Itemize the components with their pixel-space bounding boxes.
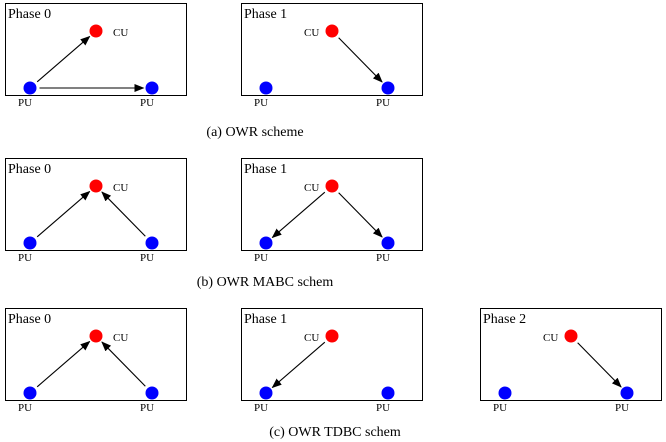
arrow-pu1-to-cu: [36, 340, 91, 388]
cu-node: [89, 24, 103, 38]
pu-node: [23, 81, 37, 95]
cu-node: [325, 24, 339, 38]
phase-panel: Phase 1 CU PU PU: [241, 158, 423, 264]
pu-node: [23, 236, 37, 250]
cu-label: CU: [113, 182, 128, 194]
arrow-cu-to-pu1: [271, 191, 326, 239]
arrow-pu1-to-cu: [36, 35, 91, 83]
cu-label: CU: [113, 27, 128, 39]
cu-node: [564, 329, 578, 343]
arrow-pu2-to-cu: [101, 341, 146, 387]
phase-title: Phase 1: [244, 312, 287, 327]
panel-frame: [5, 158, 187, 251]
pu-label: PU: [18, 402, 32, 414]
phase-panel: Phase 1 CU PU PU: [241, 3, 423, 109]
pu-label: PU: [18, 97, 32, 109]
pu-node: [145, 81, 159, 95]
panel-frame: [241, 158, 423, 251]
cu-label: CU: [543, 332, 558, 344]
cu-node: [89, 329, 103, 343]
arrow-pu2-to-cu: [101, 191, 146, 237]
cu-label: CU: [304, 182, 319, 194]
pu-node: [381, 386, 395, 400]
arrow-cu-to-pu2: [338, 192, 383, 238]
pu-label: PU: [615, 402, 629, 414]
pu-node: [620, 386, 634, 400]
phase-title: Phase 1: [244, 162, 287, 177]
cu-label: CU: [304, 27, 319, 39]
pu-label: PU: [254, 402, 268, 414]
pu-label: PU: [254, 252, 268, 264]
scheme-caption: (b) OWR MABC schem: [197, 275, 334, 290]
scheme-caption: (a) OWR scheme: [206, 125, 303, 140]
arrow-cu-to-pu2: [338, 37, 383, 83]
phase-panel: Phase 1 CU PU PU: [241, 308, 423, 414]
phase-panel: Phase 0 CU PU PU: [5, 308, 187, 414]
panel-frame: [480, 308, 662, 401]
arrow-pu1-to-cu: [36, 190, 91, 238]
pu-node: [381, 236, 395, 250]
pu-label: PU: [140, 97, 154, 109]
phase-panel: Phase 0 CU PU PU: [5, 158, 187, 264]
phase-panel: Phase 0 CU PU PU: [5, 3, 187, 109]
cu-node: [89, 179, 103, 193]
pu-node: [259, 236, 273, 250]
panel-frame: [241, 308, 423, 401]
diagram-root: Phase 0 CU PU PU Phase 1 CU PU PU (a) OWR scheme…: [5, 3, 662, 440]
phase-title: Phase 0: [8, 162, 51, 177]
pu-label: PU: [140, 252, 154, 264]
cu-label: CU: [304, 332, 319, 344]
pu-label: PU: [18, 252, 32, 264]
pu-label: PU: [493, 402, 507, 414]
pu-node: [23, 386, 37, 400]
pu-label: PU: [376, 97, 390, 109]
pu-label: PU: [376, 252, 390, 264]
panel-frame: [241, 3, 423, 96]
arrow-cu-to-pu2: [577, 342, 622, 388]
panel-frame: [5, 308, 187, 401]
pu-node: [381, 81, 395, 95]
pu-label: PU: [140, 402, 154, 414]
pu-node: [259, 386, 273, 400]
cu-node: [325, 329, 339, 343]
pu-node: [145, 236, 159, 250]
pu-node: [145, 386, 159, 400]
phase-title: Phase 0: [8, 312, 51, 327]
panel-frame: [5, 3, 187, 96]
cu-label: CU: [113, 332, 128, 344]
arrow-cu-to-pu1: [271, 341, 326, 389]
pu-node: [259, 81, 273, 95]
pu-label: PU: [376, 402, 390, 414]
cu-node: [325, 179, 339, 193]
phase-title: Phase 0: [8, 7, 51, 22]
phase-panel: Phase 2 CU PU PU: [480, 308, 662, 414]
scheme-caption: (c) OWR TDBC schem: [269, 425, 401, 440]
phase-title: Phase 2: [483, 312, 526, 327]
pu-node: [498, 386, 512, 400]
scheme-row: Phase 0 CU PU PU Phase 1 CU PU PU (a) OWR scheme: [5, 3, 423, 140]
pu-label: PU: [254, 97, 268, 109]
phase-title: Phase 1: [244, 7, 287, 22]
scheme-row: Phase 0 CU PU PU Phase 1 CU PU PU (b) OWR MABC s…: [5, 158, 423, 290]
